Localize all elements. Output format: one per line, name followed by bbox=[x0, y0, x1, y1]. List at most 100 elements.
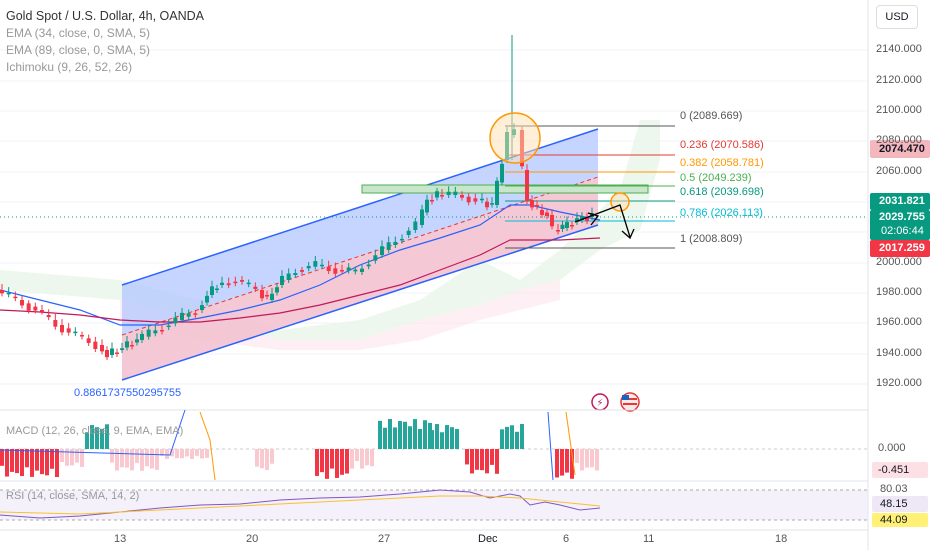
candle-body bbox=[535, 205, 539, 207]
candle-body bbox=[400, 238, 404, 241]
candle-body bbox=[466, 196, 471, 203]
macd-bar bbox=[60, 449, 64, 462]
indicator-ema34[interactable]: EMA (34, close, 0, SMA, 5) bbox=[6, 26, 151, 40]
rsi-legend[interactable]: RSI (14, close, SMA, 14, 2) bbox=[6, 490, 140, 502]
fib-label-382: 0.382 (2058.781) bbox=[680, 157, 764, 169]
projection-arrow[interactable] bbox=[574, 204, 631, 238]
support-zone[interactable] bbox=[361, 184, 649, 194]
indicator-ichimoku[interactable]: Ichimoku (9, 26, 52, 26) bbox=[6, 60, 133, 74]
macd-bar bbox=[423, 420, 427, 449]
candle-body bbox=[146, 329, 151, 337]
macd-bar bbox=[565, 449, 569, 473]
fib-label-1: 1 (2008.809) bbox=[680, 233, 743, 245]
fib-levels[interactable] bbox=[505, 125, 675, 249]
candle-body bbox=[105, 350, 109, 358]
candle-body bbox=[373, 255, 378, 261]
macd-bar bbox=[585, 449, 589, 468]
candle-body bbox=[540, 210, 544, 215]
candle-body bbox=[53, 320, 58, 327]
macd-bar bbox=[435, 424, 439, 449]
candle-body bbox=[193, 313, 198, 315]
candle-body bbox=[525, 170, 529, 202]
macd-bar bbox=[185, 449, 189, 457]
highlight-circle-top[interactable] bbox=[489, 112, 541, 164]
macd-bar bbox=[80, 449, 84, 467]
candle-body bbox=[570, 225, 574, 227]
macd-bar bbox=[120, 449, 124, 468]
macd-signal bbox=[199, 411, 216, 481]
macd-bar bbox=[195, 449, 199, 456]
macd-bar bbox=[340, 449, 344, 475]
candle-body bbox=[420, 209, 424, 225]
macd-bar bbox=[480, 449, 484, 471]
candle-body bbox=[306, 265, 311, 269]
macd-bar bbox=[20, 449, 24, 477]
macd-bar bbox=[398, 421, 402, 449]
macd-bar bbox=[360, 449, 364, 469]
macd-bar bbox=[345, 449, 349, 474]
arrow-head-1 bbox=[587, 212, 600, 226]
indicator-ema89[interactable]: EMA (89, close, 0, SMA, 5) bbox=[6, 43, 151, 57]
macd-bar bbox=[85, 432, 89, 449]
candle-body bbox=[313, 261, 318, 267]
macd-bar bbox=[270, 449, 274, 464]
candle-body bbox=[93, 341, 98, 349]
candle-body bbox=[346, 267, 351, 271]
badge-upper: 2031.821 bbox=[879, 195, 925, 207]
candle-body bbox=[460, 195, 464, 198]
time-tick: 6 bbox=[563, 533, 570, 545]
macd-bar bbox=[335, 449, 339, 478]
macd-bar bbox=[500, 429, 504, 449]
macd-bar bbox=[0, 449, 4, 466]
highlight-circle-small[interactable] bbox=[610, 192, 630, 212]
macd-bar bbox=[165, 449, 169, 459]
macd-bar bbox=[70, 449, 74, 466]
candle-body bbox=[386, 242, 391, 250]
time-tick: 20 bbox=[246, 533, 259, 545]
fib-label-236: 0.236 (2070.586) bbox=[680, 139, 764, 151]
channel-bottom-line[interactable] bbox=[121, 224, 599, 381]
candle-body bbox=[530, 200, 534, 208]
macd-bar bbox=[370, 449, 374, 467]
candle-body bbox=[286, 273, 291, 280]
macd-bar bbox=[30, 449, 34, 477]
candle-body bbox=[545, 212, 549, 217]
candle-body bbox=[260, 290, 264, 299]
candle-body bbox=[186, 313, 191, 317]
candle-body bbox=[435, 191, 439, 198]
macd-bar bbox=[455, 428, 459, 449]
channel-annotation[interactable]: 0.8861737550295755 bbox=[74, 387, 182, 399]
macd-legend[interactable]: MACD (12, 26, close, 9, EMA, EMA) bbox=[6, 425, 184, 437]
candle-body bbox=[453, 191, 458, 195]
candle-body bbox=[550, 215, 554, 227]
macd-bar bbox=[595, 449, 599, 471]
candle-body bbox=[473, 198, 478, 202]
fib-label-786: 0.786 (2026.113) bbox=[680, 207, 763, 219]
candle-body bbox=[86, 338, 91, 343]
candle-body bbox=[560, 224, 565, 229]
candle-body bbox=[495, 180, 499, 205]
macd-bar bbox=[75, 449, 79, 463]
time-tick: 27 bbox=[378, 533, 391, 545]
candle-body bbox=[270, 293, 274, 300]
currency-button[interactable]: USD bbox=[876, 5, 918, 29]
macd-bar bbox=[393, 427, 397, 449]
candle-body bbox=[0, 290, 4, 294]
candle-body bbox=[265, 295, 269, 297]
candle-body bbox=[210, 286, 214, 295]
macd-bar bbox=[365, 449, 369, 466]
price-tick: 2100.000 bbox=[876, 104, 922, 116]
candle-body bbox=[253, 286, 258, 289]
macd-bar bbox=[130, 449, 134, 471]
candle-body bbox=[413, 221, 418, 230]
candle-body bbox=[353, 269, 358, 272]
candle-body bbox=[500, 163, 504, 183]
candle-body bbox=[326, 266, 331, 271]
macd-bar bbox=[65, 449, 69, 466]
macd-bar bbox=[355, 449, 359, 462]
macd-bar bbox=[515, 431, 519, 449]
ema-89-line bbox=[0, 237, 601, 323]
macd-bar bbox=[150, 449, 154, 469]
badge-top: 2074.470 bbox=[879, 143, 925, 155]
